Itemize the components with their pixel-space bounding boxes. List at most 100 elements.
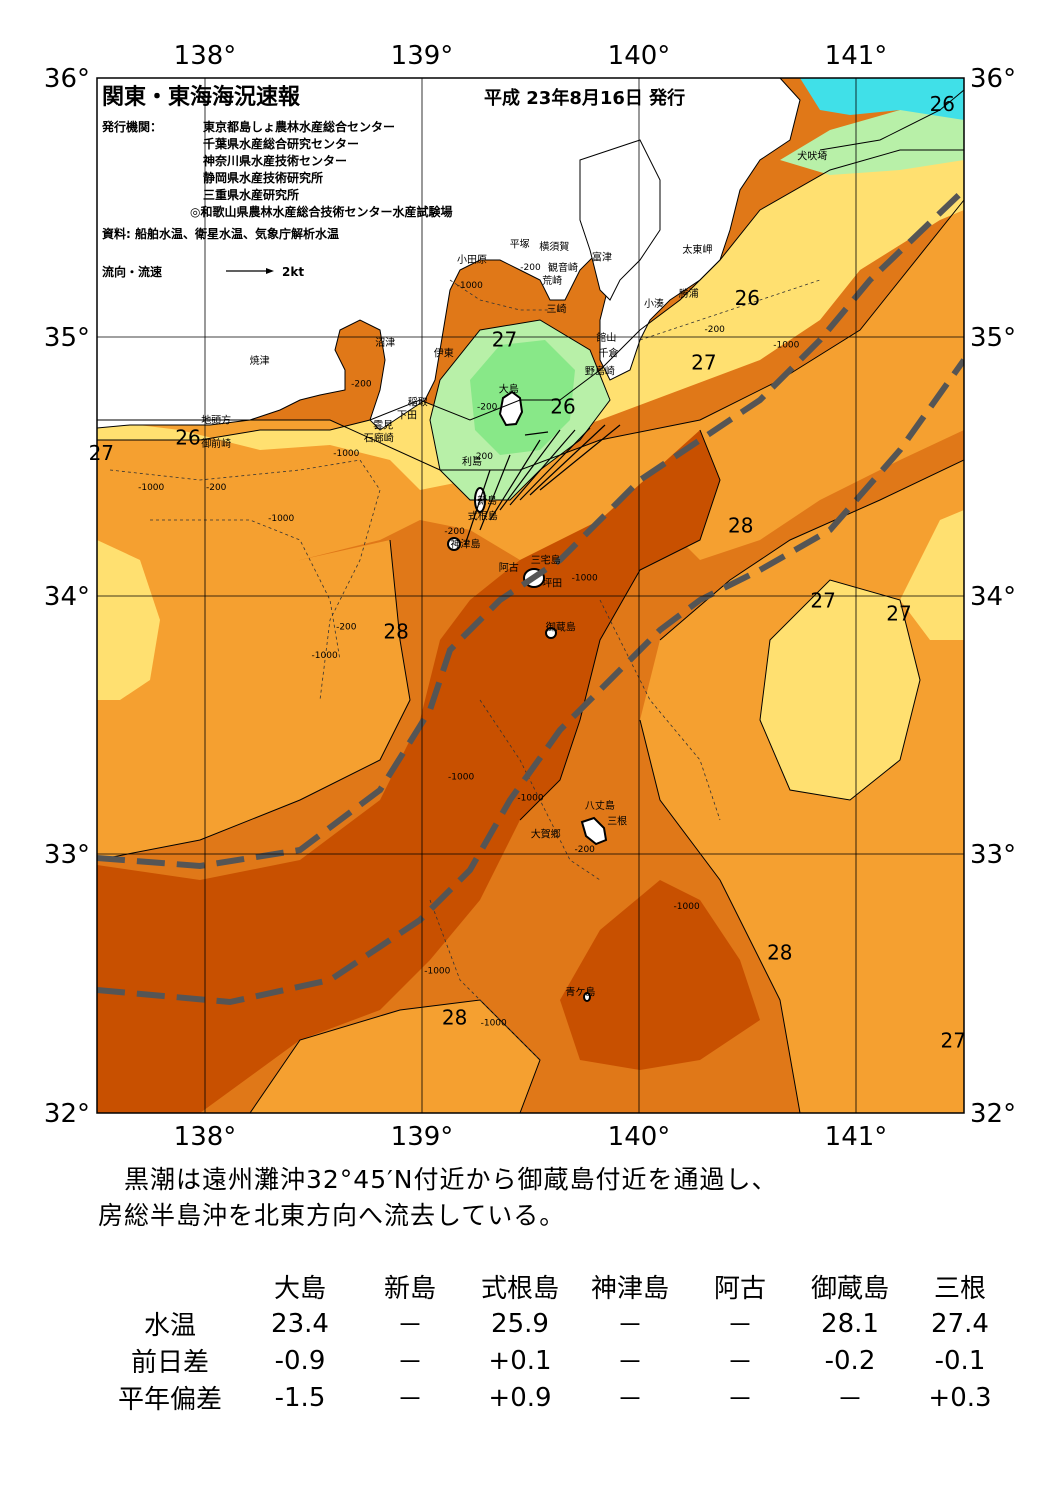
- sea-temperature-map: 138° 139° 140° 141° 138° 139° 140° 141° …: [44, 41, 1016, 1152]
- value-cell: －: [396, 1348, 423, 1378]
- issuer: 静岡県水産技術研究所: [203, 170, 323, 185]
- station-name: 阿古: [713, 1274, 766, 1304]
- depth-label: -1000: [481, 1018, 507, 1028]
- place-label: 観音崎: [548, 261, 578, 274]
- place-label: 稲取: [408, 396, 428, 408]
- place-label: 三崎: [547, 302, 567, 315]
- lat-label: 32°: [44, 1099, 90, 1129]
- depth-label: -200: [473, 452, 494, 462]
- lat-labels-left: 36° 35° 34° 33° 32°: [44, 64, 90, 1129]
- sst-26-27-zone-east: [760, 580, 920, 800]
- summary-line: 黒潮は遠州灘沖32°45′N付近から御蔵島付近を通過し、: [98, 1165, 778, 1194]
- kuroshio-summary: 黒潮は遠州灘沖32°45′N付近から御蔵島付近を通過し、 房総半島沖を北東方向へ…: [98, 1162, 998, 1234]
- value-cell: －: [836, 1385, 863, 1415]
- depth-label: -200: [444, 527, 465, 537]
- lat-label: 35°: [44, 323, 90, 353]
- sst-27-28-zone-north: [97, 200, 964, 660]
- sst-27-28-zone-west: [97, 540, 410, 860]
- prev-day-diff-row: 前日差 -0.9 － +0.1 － － -0.2 -0.1: [95, 1342, 1015, 1379]
- map-header: 関東・東海海況速報 平成 23年8月16日 発行 発行機関： 東京都島しょ農林水…: [101, 84, 685, 279]
- lon-label: 141°: [825, 1122, 888, 1152]
- depth-label: -1000: [517, 793, 543, 803]
- depth-label: -1000: [448, 773, 474, 783]
- value-cell: 28.1: [821, 1308, 879, 1339]
- value-cell: －: [726, 1385, 753, 1415]
- island-hachijojima: [580, 816, 608, 846]
- isotherm-label: 28: [728, 514, 753, 538]
- place-label: 千倉: [599, 346, 619, 359]
- place-label: 沼津: [375, 336, 395, 349]
- kuroshio-axis: [97, 187, 964, 1006]
- flow-legend-speed: 2kt: [282, 265, 304, 279]
- row-label: 平年偏差: [117, 1385, 222, 1415]
- place-label: 横須賀: [539, 240, 569, 253]
- place-label: 太東岬: [682, 243, 712, 256]
- observation-table: 大島 新島 式根島 神津島 阿古 御蔵島 三根 水温 23.4 － 25.9 －…: [95, 1268, 1015, 1416]
- place-label: 阿古: [499, 561, 519, 574]
- value-cell: +0.1: [488, 1345, 552, 1376]
- flow-legend-arrow-icon: [226, 268, 274, 274]
- place-label: 神津島: [451, 538, 481, 551]
- isotherm-labels: 26 26 27 27 26 26 27 28 27 27 28 28 28 27: [89, 92, 966, 1053]
- row-label: 水温: [143, 1311, 196, 1341]
- depth-label: -200: [351, 379, 372, 389]
- lon-label: 140°: [608, 41, 671, 71]
- isotherm-label: 27: [492, 327, 517, 351]
- place-label: 利島: [462, 455, 482, 468]
- value-cell: －: [726, 1311, 753, 1341]
- station-name: 三根: [933, 1274, 986, 1304]
- value-cell: +0.3: [928, 1382, 992, 1413]
- kuroshio-axis-south: [97, 358, 964, 1006]
- issuer: 千葉県水産総合研究センター: [203, 136, 359, 151]
- summary-line: 房総半島沖を北東方向へ流去している。: [98, 1201, 566, 1230]
- data-sources: 資料: 船舶水温、衛星水温、気象庁解析水温: [102, 226, 339, 241]
- place-label: 焼津: [250, 355, 270, 367]
- place-label: 下田: [397, 410, 417, 421]
- corner-cell: [95, 1268, 245, 1305]
- isotherm-label: 27: [89, 441, 114, 465]
- isotherm-label: 26: [930, 92, 955, 116]
- place-label: 大島: [499, 383, 519, 396]
- lon-labels-bottom: 138° 139° 140° 141°: [174, 1122, 888, 1152]
- depth-label: -200: [520, 263, 541, 273]
- depth-labels: -200 -1000 -200 -1000 -200 -200 -200 -1000 -1000…: [138, 263, 800, 1029]
- lon-label: 139°: [391, 41, 454, 71]
- place-label: 館山: [596, 331, 616, 344]
- sst-29-core-south: [560, 880, 760, 1070]
- lat-label: 36°: [44, 64, 90, 94]
- value-cell: －: [616, 1311, 643, 1341]
- isotherm-label: 26: [735, 286, 760, 310]
- value-cell: －: [616, 1385, 643, 1415]
- map-frame: [96, 77, 965, 1114]
- value-cell: -0.1: [934, 1345, 986, 1376]
- value-cell: +0.9: [488, 1382, 552, 1413]
- depth-label: -1000: [424, 967, 450, 977]
- lat-label: 32°: [970, 1099, 1016, 1129]
- sst-24-25-zone: [470, 340, 575, 455]
- isotherm-label: 27: [691, 351, 716, 375]
- map-title: 関東・東海海況速報: [102, 84, 301, 110]
- depth-label: -1000: [268, 514, 294, 524]
- depth-label: -1000: [333, 449, 359, 459]
- place-label: 式根島: [468, 509, 498, 522]
- map-area: [97, 78, 964, 1113]
- isotherm-label: 28: [767, 941, 792, 965]
- place-label: 地頭方: [201, 414, 231, 427]
- value-cell: －: [726, 1348, 753, 1378]
- graticule: [97, 78, 964, 1113]
- lon-label: 140°: [608, 1122, 671, 1152]
- issuer: 神奈川県水産技術センター: [203, 153, 347, 168]
- lat-label: 35°: [970, 323, 1016, 353]
- depth-label: -1000: [572, 573, 598, 583]
- depth-label: -200: [206, 483, 227, 493]
- isotherms: [97, 89, 964, 1113]
- lat-label: 34°: [44, 582, 90, 612]
- depth-label: -1000: [457, 281, 483, 291]
- current-arrows: [464, 424, 621, 546]
- place-label: 伊東: [434, 346, 454, 359]
- lon-label: 139°: [391, 1122, 454, 1152]
- place-label: 小湊: [644, 297, 664, 310]
- value-cell: －: [396, 1311, 423, 1341]
- lon-label: 138°: [174, 41, 237, 71]
- value-cell: 25.9: [491, 1308, 549, 1339]
